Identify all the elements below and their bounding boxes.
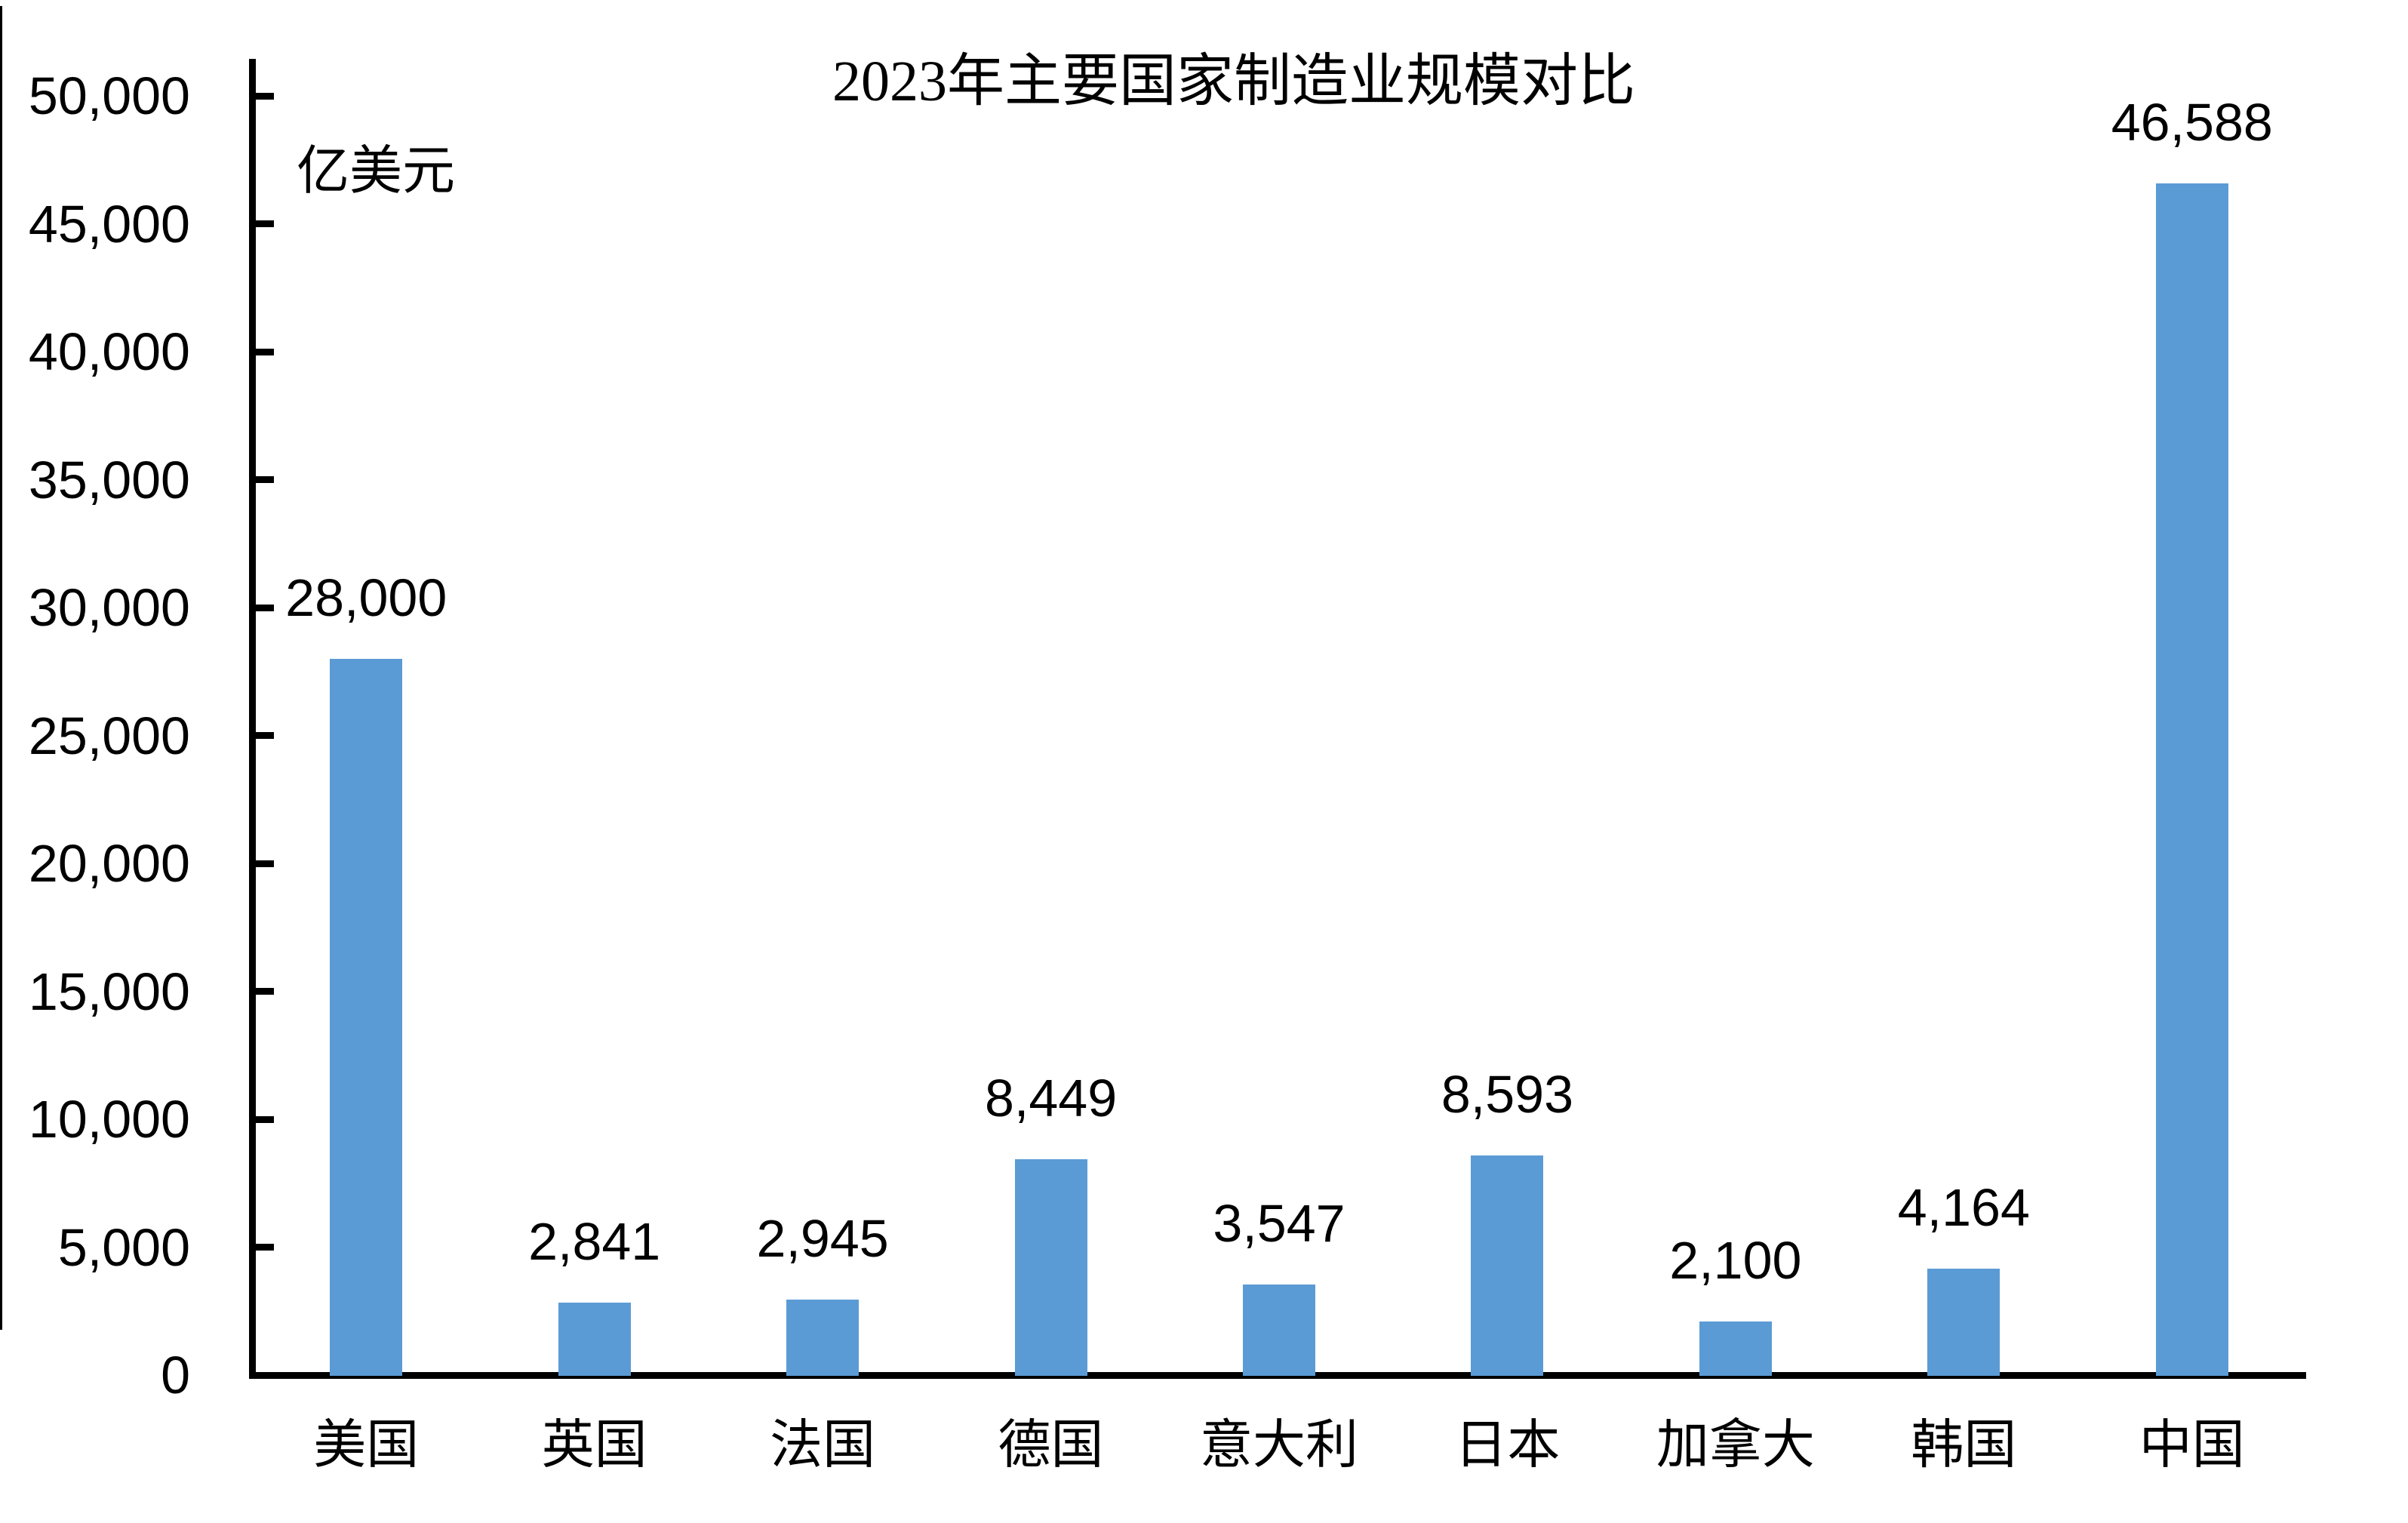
y-tick <box>256 476 274 483</box>
category-label: 韩国 <box>1911 1417 2017 1475</box>
bar-8 <box>1927 1268 2001 1376</box>
y-tick <box>256 220 274 227</box>
category-label: 中国 <box>2139 1417 2245 1475</box>
bar-7 <box>1699 1321 1772 1376</box>
y-tick <box>256 1115 274 1123</box>
y-tick-label: 50,000 <box>28 66 190 125</box>
bar-value-label: 2,100 <box>1669 1230 1802 1290</box>
y-tick-label: 15,000 <box>28 961 190 1021</box>
y-tick <box>256 732 274 739</box>
y-axis-line <box>249 59 256 1379</box>
bar-3 <box>786 1300 860 1376</box>
y-tick <box>256 860 274 867</box>
category-label: 日本 <box>1454 1417 1561 1475</box>
category-label: 德国 <box>998 1417 1104 1475</box>
y-tick <box>256 604 274 611</box>
screenshot-left-edge-line <box>0 6 2 1330</box>
y-axis-unit-label: 亿美元 <box>297 143 455 201</box>
category-label: 加拿大 <box>1656 1417 1815 1475</box>
y-tick-label: 5,000 <box>57 1217 190 1277</box>
bar-2 <box>558 1302 631 1376</box>
y-tick-label: 10,000 <box>28 1090 190 1149</box>
y-tick <box>256 348 274 355</box>
chart-title: 2023年主要国家制造业规模对比 <box>832 50 1635 113</box>
bar-value-label: 4,164 <box>1897 1177 2030 1237</box>
bar-value-label: 3,547 <box>1213 1193 1345 1253</box>
bar-1 <box>330 658 403 1376</box>
y-tick-label: 0 <box>161 1346 190 1405</box>
bar-value-label: 46,588 <box>2111 92 2273 152</box>
y-tick-label: 25,000 <box>28 706 190 765</box>
y-tick <box>256 988 274 995</box>
bar-6 <box>1471 1155 1544 1376</box>
y-tick-label: 45,000 <box>28 194 190 254</box>
bar-value-label: 28,000 <box>285 568 447 627</box>
y-tick-label: 40,000 <box>28 322 190 381</box>
category-label: 法国 <box>770 1417 876 1475</box>
category-label: 英国 <box>541 1417 647 1475</box>
bar-value-label: 8,449 <box>984 1068 1118 1128</box>
bar-4 <box>1014 1158 1087 1376</box>
y-tick-label: 30,000 <box>28 578 190 637</box>
category-label: 意大利 <box>1200 1417 1358 1475</box>
y-tick-label: 20,000 <box>28 834 190 893</box>
y-tick <box>256 92 274 100</box>
category-label: 美国 <box>313 1417 420 1475</box>
bar-value-label: 2,945 <box>756 1209 889 1269</box>
bar-5 <box>1243 1284 1315 1376</box>
bar-9 <box>2155 183 2228 1376</box>
bar-value-label: 2,841 <box>528 1211 661 1271</box>
y-tick-label: 35,000 <box>28 450 190 509</box>
bar-value-label: 8,593 <box>1441 1064 1574 1124</box>
y-tick <box>256 1244 274 1251</box>
